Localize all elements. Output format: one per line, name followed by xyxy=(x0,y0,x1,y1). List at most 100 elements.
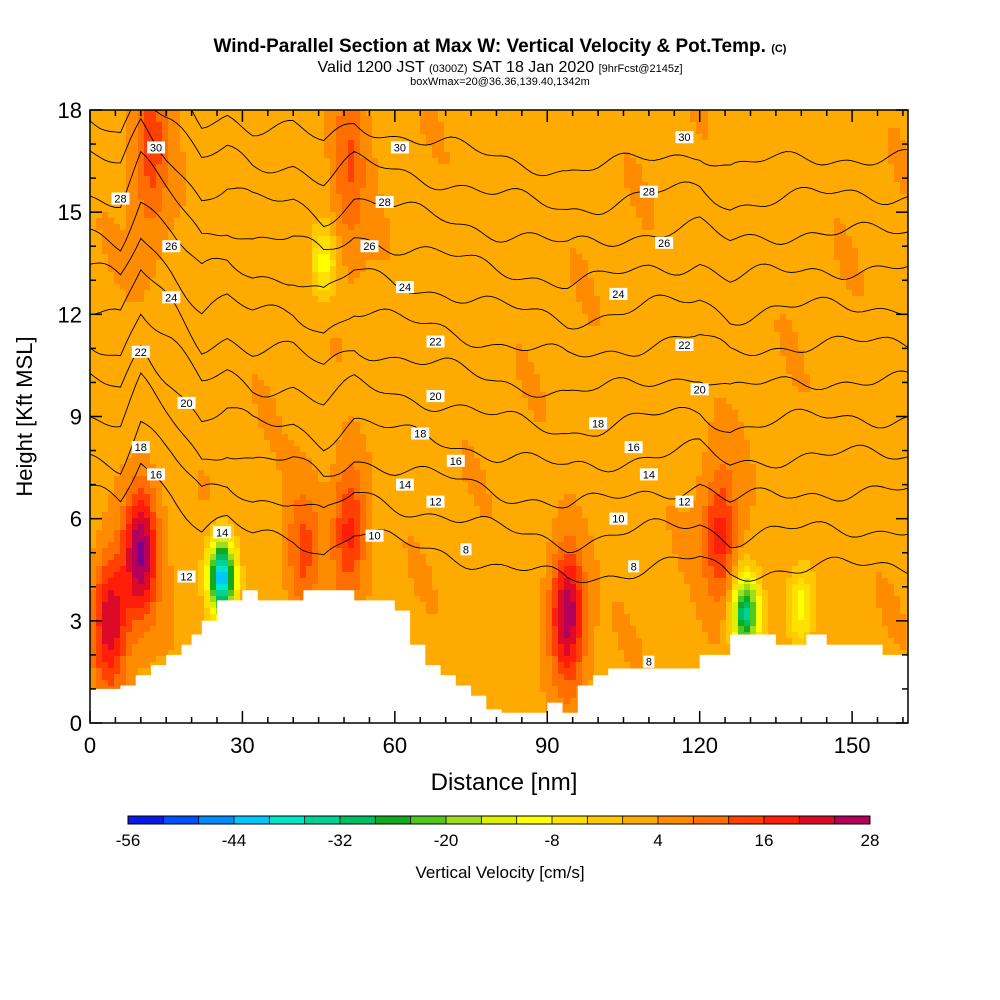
velocity-cell xyxy=(894,152,901,159)
velocity-cell xyxy=(660,110,667,117)
velocity-cell xyxy=(498,296,505,303)
velocity-cell xyxy=(252,188,259,195)
velocity-cell xyxy=(384,260,391,267)
velocity-cell xyxy=(426,254,433,261)
velocity-cell xyxy=(534,272,541,279)
velocity-cell xyxy=(246,218,253,225)
velocity-cell xyxy=(864,146,871,153)
velocity-cell xyxy=(492,296,499,303)
velocity-cell xyxy=(312,284,319,291)
velocity-cell xyxy=(786,236,793,243)
velocity-cell xyxy=(348,326,355,333)
velocity-cell xyxy=(822,320,829,327)
velocity-cell xyxy=(720,278,727,285)
velocity-cell xyxy=(324,224,331,231)
velocity-cell xyxy=(882,308,889,315)
velocity-cell xyxy=(762,188,769,195)
velocity-cell xyxy=(264,146,271,153)
velocity-cell xyxy=(780,278,787,285)
velocity-cell xyxy=(684,188,691,195)
velocity-cell xyxy=(840,308,847,315)
velocity-cell xyxy=(552,236,559,243)
velocity-cell xyxy=(336,248,343,255)
velocity-cell xyxy=(120,224,127,231)
velocity-cell xyxy=(270,254,277,261)
velocity-cell xyxy=(276,230,283,237)
velocity-cell xyxy=(654,266,661,273)
velocity-cell xyxy=(300,152,307,159)
velocity-cell xyxy=(732,188,739,195)
velocity-cell xyxy=(906,284,908,291)
velocity-cell xyxy=(102,134,109,141)
velocity-cell xyxy=(690,110,697,117)
velocity-cell xyxy=(108,170,115,177)
velocity-cell xyxy=(690,212,697,219)
velocity-cell xyxy=(144,290,151,297)
velocity-cell xyxy=(810,158,817,165)
velocity-cell xyxy=(126,116,133,123)
velocity-cell xyxy=(894,140,901,147)
velocity-cell xyxy=(894,320,901,327)
velocity-cell xyxy=(750,158,757,165)
velocity-cell xyxy=(804,320,811,327)
velocity-cell xyxy=(180,236,187,243)
velocity-cell xyxy=(702,314,709,321)
velocity-cell xyxy=(276,122,283,129)
velocity-cell xyxy=(348,290,355,297)
velocity-cell xyxy=(444,188,451,195)
velocity-cell xyxy=(714,308,721,315)
velocity-cell xyxy=(288,242,295,249)
velocity-cell xyxy=(582,188,589,195)
velocity-cell xyxy=(624,206,631,213)
velocity-cell xyxy=(738,260,745,267)
velocity-cell xyxy=(156,152,163,159)
velocity-cell xyxy=(234,272,241,279)
velocity-cell xyxy=(378,110,385,117)
velocity-cell xyxy=(282,230,289,237)
velocity-cell xyxy=(744,224,751,231)
velocity-cell xyxy=(792,272,799,279)
velocity-cell xyxy=(630,194,637,201)
velocity-cell xyxy=(552,314,559,321)
velocity-cell xyxy=(306,224,313,231)
velocity-cell xyxy=(444,122,451,129)
velocity-cell xyxy=(510,296,517,303)
velocity-cell xyxy=(552,278,559,285)
velocity-cell xyxy=(126,158,133,165)
velocity-cell xyxy=(858,110,865,117)
velocity-cell xyxy=(144,194,151,201)
velocity-cell xyxy=(522,158,529,165)
velocity-cell xyxy=(264,272,271,279)
velocity-cell xyxy=(480,224,487,231)
velocity-cell xyxy=(552,254,559,261)
velocity-cell xyxy=(474,110,481,117)
velocity-cell xyxy=(348,284,355,291)
velocity-cell xyxy=(474,308,481,315)
velocity-cell xyxy=(288,290,295,297)
velocity-cell xyxy=(402,170,409,177)
velocity-cell xyxy=(786,284,793,291)
velocity-cell xyxy=(216,218,223,225)
velocity-cell xyxy=(108,254,115,261)
velocity-cell xyxy=(168,164,175,171)
velocity-cell xyxy=(786,212,793,219)
velocity-cell xyxy=(186,194,193,201)
velocity-cell xyxy=(204,236,211,243)
velocity-cell xyxy=(438,296,445,303)
velocity-cell xyxy=(834,116,841,123)
velocity-cell xyxy=(276,266,283,273)
velocity-cell xyxy=(450,242,457,249)
velocity-cell xyxy=(708,224,715,231)
velocity-cell xyxy=(504,182,511,189)
velocity-cell xyxy=(738,224,745,231)
velocity-cell xyxy=(252,182,259,189)
velocity-cell xyxy=(858,134,865,141)
velocity-cell xyxy=(570,302,577,309)
velocity-cell xyxy=(228,146,235,153)
velocity-cell xyxy=(126,296,133,303)
velocity-cell xyxy=(348,164,355,171)
velocity-cell xyxy=(858,302,865,309)
velocity-cell xyxy=(186,254,193,261)
velocity-cell xyxy=(876,218,883,225)
velocity-cell xyxy=(774,128,781,135)
